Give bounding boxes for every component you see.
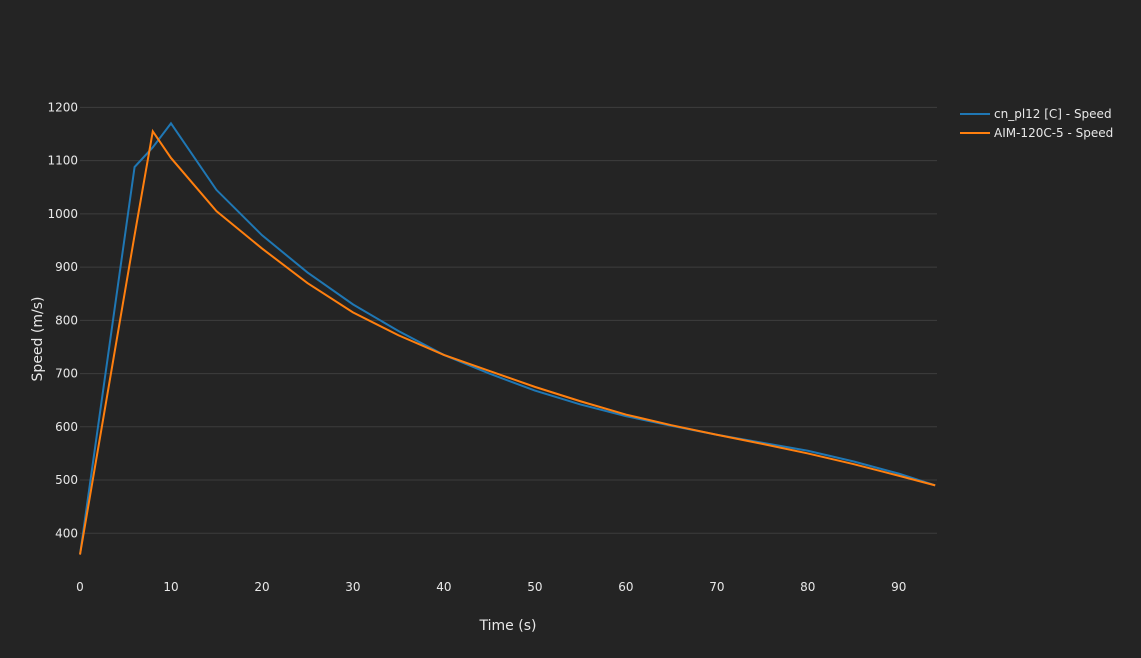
- x-tick-label: 70: [709, 580, 724, 594]
- series-line: [79, 121, 936, 555]
- x-tick-label: 60: [618, 580, 633, 594]
- y-tick-label: 400: [55, 526, 78, 540]
- y-tick-label: 600: [55, 420, 78, 434]
- y-tick-label: 1200: [47, 100, 78, 114]
- x-tick-label: 0: [76, 580, 84, 594]
- x-tick-label: 50: [527, 580, 542, 594]
- x-tick-label: 40: [436, 580, 451, 594]
- y-tick-label: 900: [55, 260, 78, 274]
- y-axis-title: Speed (m/s): [30, 297, 46, 382]
- x-tick-label: 20: [254, 580, 269, 594]
- y-tick-label: 700: [55, 367, 78, 381]
- x-tick-label: 30: [345, 580, 360, 594]
- x-tick-label: 10: [163, 580, 178, 594]
- x-tick-label: 90: [891, 580, 906, 594]
- y-tick-label: 500: [55, 473, 78, 487]
- series-line: [79, 128, 936, 555]
- y-tick-label: 1100: [47, 154, 78, 168]
- y-tick-label: 1000: [47, 207, 78, 221]
- x-axis-title: Time (s): [479, 618, 537, 634]
- legend-label: AIM-120C-5 - Speed: [994, 126, 1113, 140]
- legend-label: cn_pl12 [C] - Speed: [994, 107, 1112, 121]
- y-tick-label: 800: [55, 313, 78, 327]
- x-tick-label: 80: [800, 580, 815, 594]
